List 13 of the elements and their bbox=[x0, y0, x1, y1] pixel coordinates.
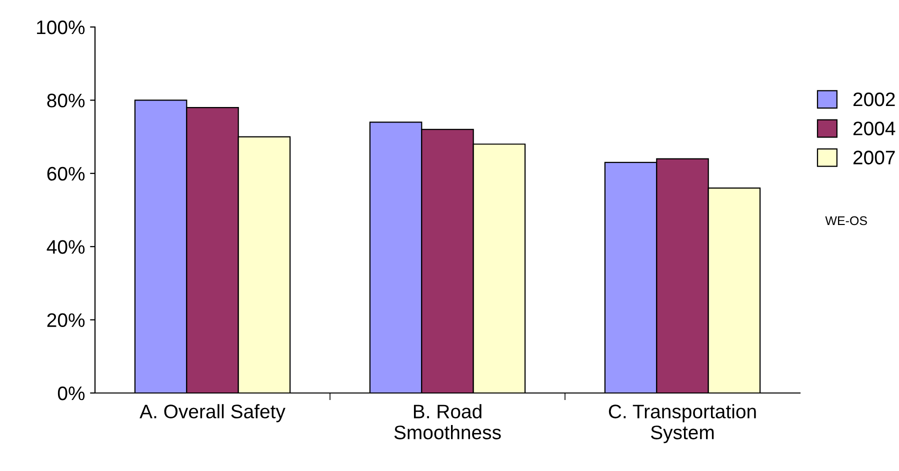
x-tick-label: C. Transportation System bbox=[608, 404, 756, 444]
y-tick-label: 40% bbox=[46, 240, 85, 254]
legend-label: 2004 bbox=[853, 122, 896, 136]
legend-label: 2002 bbox=[853, 92, 895, 106]
y-tick-label: 20% bbox=[47, 313, 85, 328]
y-tick-label: 80% bbox=[47, 94, 85, 108]
x-tick-label: A. Overall Safety bbox=[140, 404, 286, 422]
y-tick-label: 100% bbox=[37, 20, 85, 34]
legend-label: 2007 bbox=[853, 150, 895, 164]
y-tick-label: 0% bbox=[58, 386, 85, 400]
text: WE-OS bbox=[825, 216, 867, 226]
y-tick-label: 60% bbox=[47, 166, 85, 181]
x-tick-label: B. Road Smoothness bbox=[394, 404, 501, 440]
